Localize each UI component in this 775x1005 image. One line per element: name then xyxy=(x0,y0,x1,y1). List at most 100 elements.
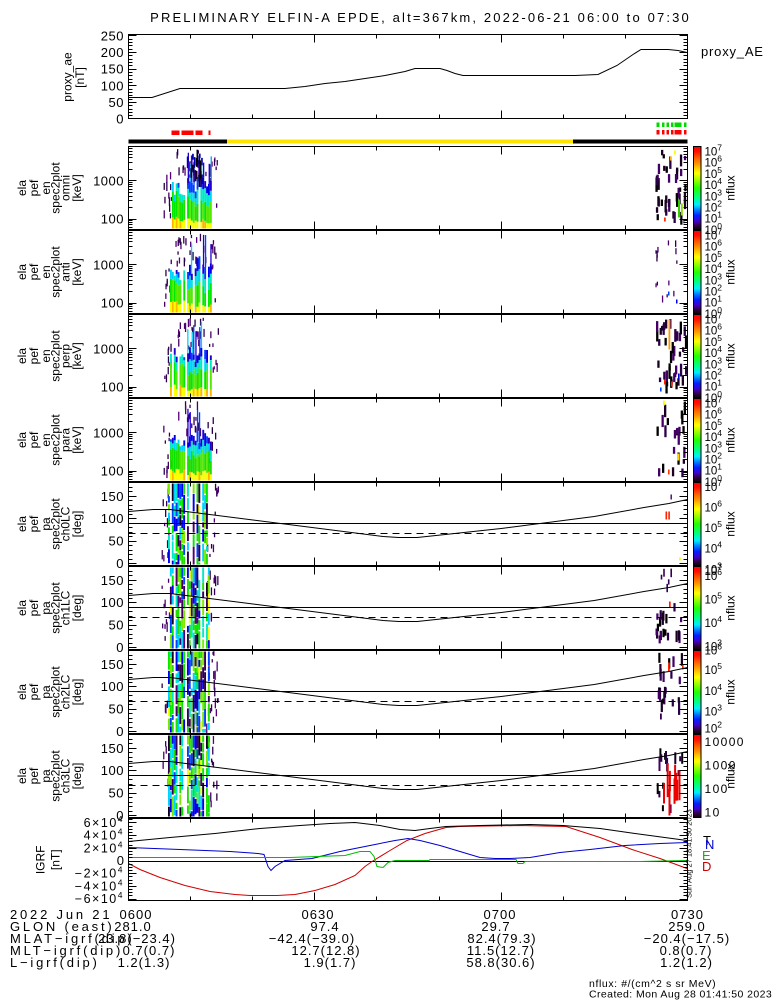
svg-text:11.5(12.7): 11.5(12.7) xyxy=(467,943,535,958)
svg-text:23.8(−23.4): 23.8(−23.4) xyxy=(98,931,176,946)
svg-text:150: 150 xyxy=(101,741,124,756)
svg-text:MLT−igrf(dip): MLT−igrf(dip) xyxy=(10,943,123,958)
svg-text:0: 0 xyxy=(116,556,124,571)
svg-text:281.0: 281.0 xyxy=(114,919,152,934)
svg-text:1.9(1.7): 1.9(1.7) xyxy=(304,955,357,970)
svg-text:1.2(1.3): 1.2(1.3) xyxy=(118,955,171,970)
svg-text:97.4: 97.4 xyxy=(310,919,339,934)
svg-text:0: 0 xyxy=(116,808,124,823)
svg-text:nflux: #/(cm^2 s sr MeV): nflux: #/(cm^2 s sr MeV) xyxy=(589,978,716,990)
svg-text:10000: 10000 xyxy=(705,735,745,749)
svg-text:Created: Mon Aug 28 01:41:50 2: Created: Mon Aug 28 01:41:50 2023 xyxy=(589,989,772,1001)
svg-text:0600: 0600 xyxy=(120,907,153,922)
svg-text:50: 50 xyxy=(109,786,124,801)
svg-text:perp: perp xyxy=(58,344,72,368)
svg-text:nflux: nflux xyxy=(724,427,738,452)
svg-text:pef: pef xyxy=(27,263,41,280)
svg-text:[deg]: [deg] xyxy=(70,679,84,706)
svg-text:100: 100 xyxy=(101,511,124,526)
svg-text:ela: ela xyxy=(15,516,29,532)
svg-text:[deg]: [deg] xyxy=(70,595,84,622)
svg-text:150: 150 xyxy=(101,573,124,588)
svg-text:1.2(1.2): 1.2(1.2) xyxy=(660,955,713,970)
svg-text:0630: 0630 xyxy=(302,907,335,922)
svg-text:GLON (east): GLON (east) xyxy=(10,919,114,934)
svg-text:nflux: nflux xyxy=(724,511,738,536)
svg-text:en: en xyxy=(39,349,53,362)
svg-text:0: 0 xyxy=(116,724,124,739)
svg-text:T: T xyxy=(703,833,711,848)
svg-text:100: 100 xyxy=(101,679,124,694)
svg-text:−20.4(−17.5): −20.4(−17.5) xyxy=(644,931,730,946)
svg-text:[deg]: [deg] xyxy=(70,511,84,538)
svg-text:0: 0 xyxy=(117,853,124,868)
svg-text:pa: pa xyxy=(39,517,53,531)
svg-text:spec2plot: spec2plot xyxy=(49,414,63,466)
svg-text:pef: pef xyxy=(27,179,41,196)
svg-text:12.7(12.8): 12.7(12.8) xyxy=(291,943,360,958)
svg-text:4×104: 4×104 xyxy=(84,827,124,843)
svg-text:proxy_AE: proxy_AE xyxy=(701,44,764,59)
svg-text:0: 0 xyxy=(116,640,124,655)
svg-text:6×104: 6×104 xyxy=(84,814,124,830)
svg-text:pef: pef xyxy=(27,515,41,532)
svg-text:para: para xyxy=(58,428,72,452)
svg-text:pa: pa xyxy=(39,601,53,615)
svg-text:ch3LC: ch3LC xyxy=(58,758,72,793)
svg-text:spec2plot: spec2plot xyxy=(49,498,63,550)
svg-text:ela: ela xyxy=(15,348,29,364)
svg-text:ch2LC: ch2LC xyxy=(58,674,72,709)
svg-text:200: 200 xyxy=(101,45,124,60)
svg-text:spec2plot: spec2plot xyxy=(49,582,63,634)
svg-text:IGRF: IGRF xyxy=(34,845,48,874)
svg-text:en: en xyxy=(39,181,53,194)
svg-text:pa: pa xyxy=(39,769,53,783)
svg-text:Sun Aug 27 18:41:50 2023: Sun Aug 27 18:41:50 2023 xyxy=(685,809,694,898)
svg-text:0730: 0730 xyxy=(671,907,704,922)
svg-text:ela: ela xyxy=(15,180,29,196)
svg-text:spec2plot: spec2plot xyxy=(49,750,63,802)
svg-text:pef: pef xyxy=(27,347,41,364)
svg-text:1000: 1000 xyxy=(93,173,124,188)
svg-text:100: 100 xyxy=(101,78,124,93)
svg-text:spec2plot: spec2plot xyxy=(49,162,63,214)
svg-text:[nT]: [nT] xyxy=(73,67,87,88)
svg-text:1000: 1000 xyxy=(93,425,124,440)
svg-text:50: 50 xyxy=(109,618,124,633)
svg-text:82.4(79.3): 82.4(79.3) xyxy=(467,931,536,946)
svg-text:pef: pef xyxy=(27,767,41,784)
svg-text:pa: pa xyxy=(39,685,53,699)
svg-text:spec2plot: spec2plot xyxy=(49,246,63,298)
svg-text:−42.4(−39.0): −42.4(−39.0) xyxy=(269,931,355,946)
svg-text:0.7(0.7): 0.7(0.7) xyxy=(123,943,176,958)
svg-text:58.8(30.6): 58.8(30.6) xyxy=(466,955,535,970)
svg-text:nflux: nflux xyxy=(724,175,738,200)
svg-text:[keV]: [keV] xyxy=(70,342,84,369)
svg-text:ela: ela xyxy=(15,768,29,784)
svg-text:ch1LC: ch1LC xyxy=(58,590,72,625)
svg-text:2022 Jun 21: 2022 Jun 21 xyxy=(10,907,112,922)
svg-text:−2×104: −2×104 xyxy=(75,865,124,881)
svg-text:2×104: 2×104 xyxy=(84,839,124,855)
svg-text:150: 150 xyxy=(101,489,124,504)
svg-text:100: 100 xyxy=(101,595,124,610)
svg-text:−6×104: −6×104 xyxy=(75,890,124,906)
svg-text:259.0: 259.0 xyxy=(668,919,706,934)
svg-text:50: 50 xyxy=(109,95,124,110)
svg-text:MLAT−igrf(dip): MLAT−igrf(dip) xyxy=(10,931,135,946)
svg-text:ela: ela xyxy=(15,600,29,616)
svg-text:proxy_ae: proxy_ae xyxy=(61,52,75,102)
svg-text:[nT]: [nT] xyxy=(49,849,63,870)
svg-text:ela: ela xyxy=(15,264,29,280)
svg-text:en: en xyxy=(39,433,53,446)
svg-text:1000: 1000 xyxy=(705,759,737,773)
svg-text:150: 150 xyxy=(101,62,124,77)
svg-text:ela: ela xyxy=(15,432,29,448)
svg-text:L−igrf(dip): L−igrf(dip) xyxy=(10,955,100,970)
svg-text:pef: pef xyxy=(27,431,41,448)
svg-text:150: 150 xyxy=(101,657,124,672)
svg-text:[keV]: [keV] xyxy=(70,174,84,201)
svg-text:spec2plot: spec2plot xyxy=(49,666,63,718)
svg-text:ch0LC: ch0LC xyxy=(58,506,72,541)
svg-text:0.8(0.7): 0.8(0.7) xyxy=(660,943,713,958)
